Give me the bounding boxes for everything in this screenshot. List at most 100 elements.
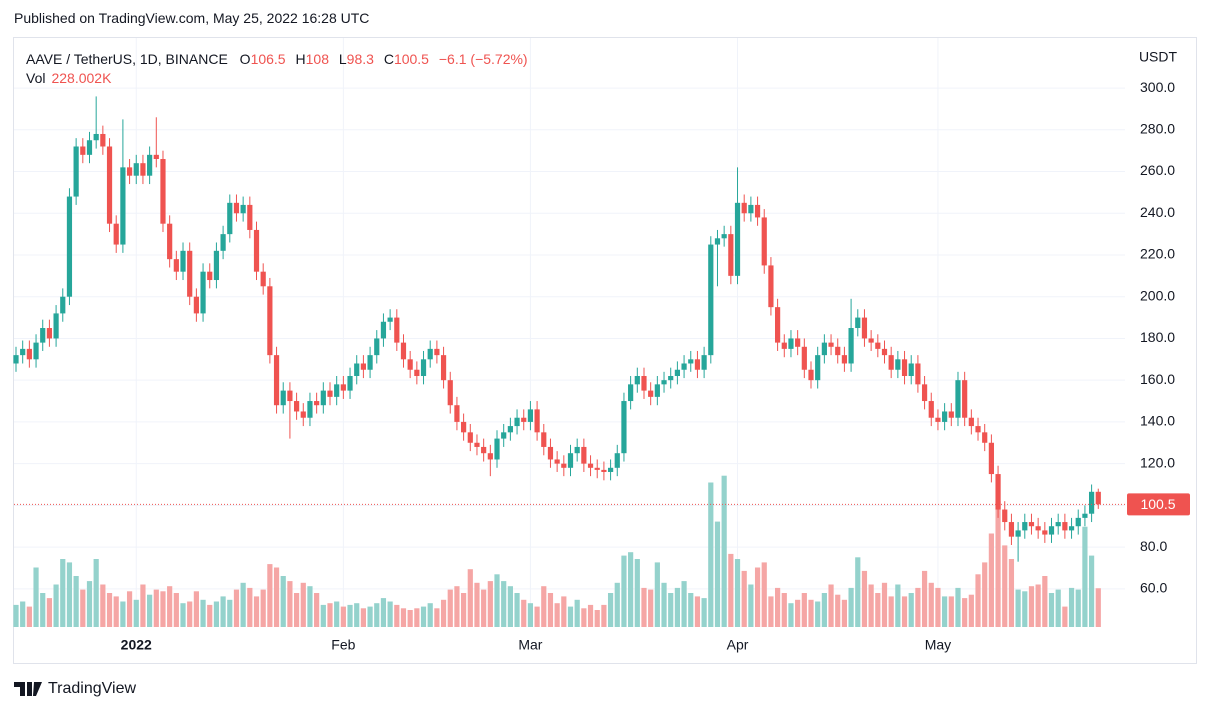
candle-body	[60, 296, 66, 314]
volume-bar	[521, 599, 527, 627]
candle-body	[507, 426, 513, 433]
candle-body	[594, 467, 600, 470]
volume-bar	[167, 586, 173, 627]
volume-bar	[634, 559, 640, 627]
candle-body	[20, 348, 26, 356]
volume-bar	[53, 584, 59, 627]
volume-bar	[587, 604, 594, 627]
candle-body	[106, 146, 113, 224]
volume-bar	[187, 601, 193, 627]
y-tick-label: 160.0	[1140, 371, 1175, 387]
close-value: 100.5	[393, 51, 429, 67]
candle-body	[287, 390, 293, 402]
candle-body	[948, 411, 954, 418]
candle-body	[614, 453, 620, 468]
candle-body	[835, 346, 841, 356]
candle-body	[1015, 530, 1021, 537]
volume-bar	[227, 599, 233, 627]
candle-body	[728, 234, 734, 276]
volume-bar	[748, 584, 754, 627]
candle-body	[86, 140, 93, 155]
candle-body	[688, 359, 694, 364]
volume-bar	[541, 586, 547, 627]
candle-body	[1095, 491, 1101, 505]
volume-bar	[220, 596, 226, 627]
volume-bar	[1048, 593, 1055, 627]
volume-bar	[908, 593, 914, 627]
low-label: L	[338, 51, 347, 67]
volume-bar	[821, 593, 827, 627]
candle-body	[768, 265, 774, 308]
volume-bar	[661, 582, 667, 627]
candle-body	[721, 234, 727, 239]
volume-bar	[434, 608, 440, 627]
volume-bar	[781, 593, 787, 627]
volume-bar	[955, 587, 961, 627]
volume-bar	[921, 570, 928, 627]
candle-body	[694, 359, 701, 370]
candle-body	[988, 442, 994, 475]
volume-bar	[628, 552, 634, 627]
candle-body	[982, 432, 988, 443]
volume-bar	[147, 594, 153, 627]
volume-bar	[1015, 589, 1021, 627]
candle-body	[153, 154, 159, 160]
candle-body	[293, 401, 300, 412]
symbol: AAVE / TetherUS, 1D, BINANCE	[26, 51, 228, 67]
candle-body	[648, 390, 654, 397]
volume-bar	[881, 582, 888, 627]
volume-bar	[347, 604, 353, 627]
candle-body	[40, 328, 46, 343]
volume-bar	[668, 593, 674, 627]
candle-body	[915, 363, 921, 385]
volume-bar	[380, 598, 387, 627]
volume-bar	[828, 584, 834, 627]
candle-body	[167, 223, 173, 260]
volume-bar	[60, 559, 66, 627]
candle-body	[955, 380, 961, 418]
volume-bar	[601, 604, 607, 627]
volume-bar	[13, 604, 19, 627]
x-tick-label: Feb	[331, 637, 355, 653]
volume-row: Vol 228.002K	[26, 69, 534, 88]
volume-bar	[260, 589, 266, 627]
candle-body	[220, 234, 226, 251]
volume-bar	[20, 601, 26, 627]
candle-body	[574, 446, 580, 454]
candle-body	[674, 369, 680, 377]
volume-bar	[741, 570, 747, 627]
y-tick-label: 240.0	[1140, 204, 1175, 220]
volume-bar	[654, 562, 660, 627]
volume-bar	[40, 593, 46, 627]
volume-bar	[948, 596, 954, 627]
candle-body	[527, 409, 534, 422]
volume-bar	[547, 593, 554, 627]
volume-bar	[681, 581, 687, 627]
candle-body	[374, 338, 380, 356]
volume-bar	[440, 599, 447, 627]
y-tick-label: 80.0	[1140, 538, 1167, 554]
volume-bar	[561, 596, 567, 627]
candle-body	[775, 307, 781, 343]
brand-name: TradingView	[48, 680, 137, 697]
candle-body	[501, 432, 507, 439]
volume-bar	[708, 482, 714, 627]
candle-body	[193, 296, 199, 314]
candle-body	[140, 163, 146, 176]
candle-body	[187, 250, 193, 297]
volume-bar	[942, 596, 948, 627]
volume-bar	[400, 608, 407, 627]
volume-bar	[387, 601, 393, 627]
candle-body	[962, 380, 968, 418]
volume-bar	[554, 603, 560, 627]
candle-body	[621, 401, 627, 454]
volume-bar	[567, 606, 574, 627]
published-note: Published on TradingView.com, May 25, 20…	[14, 10, 370, 26]
volume-bar	[594, 610, 600, 627]
candle-body	[207, 271, 213, 281]
volume-bar	[207, 604, 213, 627]
candle-body	[233, 202, 240, 214]
candle-body	[80, 146, 86, 155]
brand-logo	[14, 682, 42, 696]
volume-bar	[120, 601, 126, 627]
